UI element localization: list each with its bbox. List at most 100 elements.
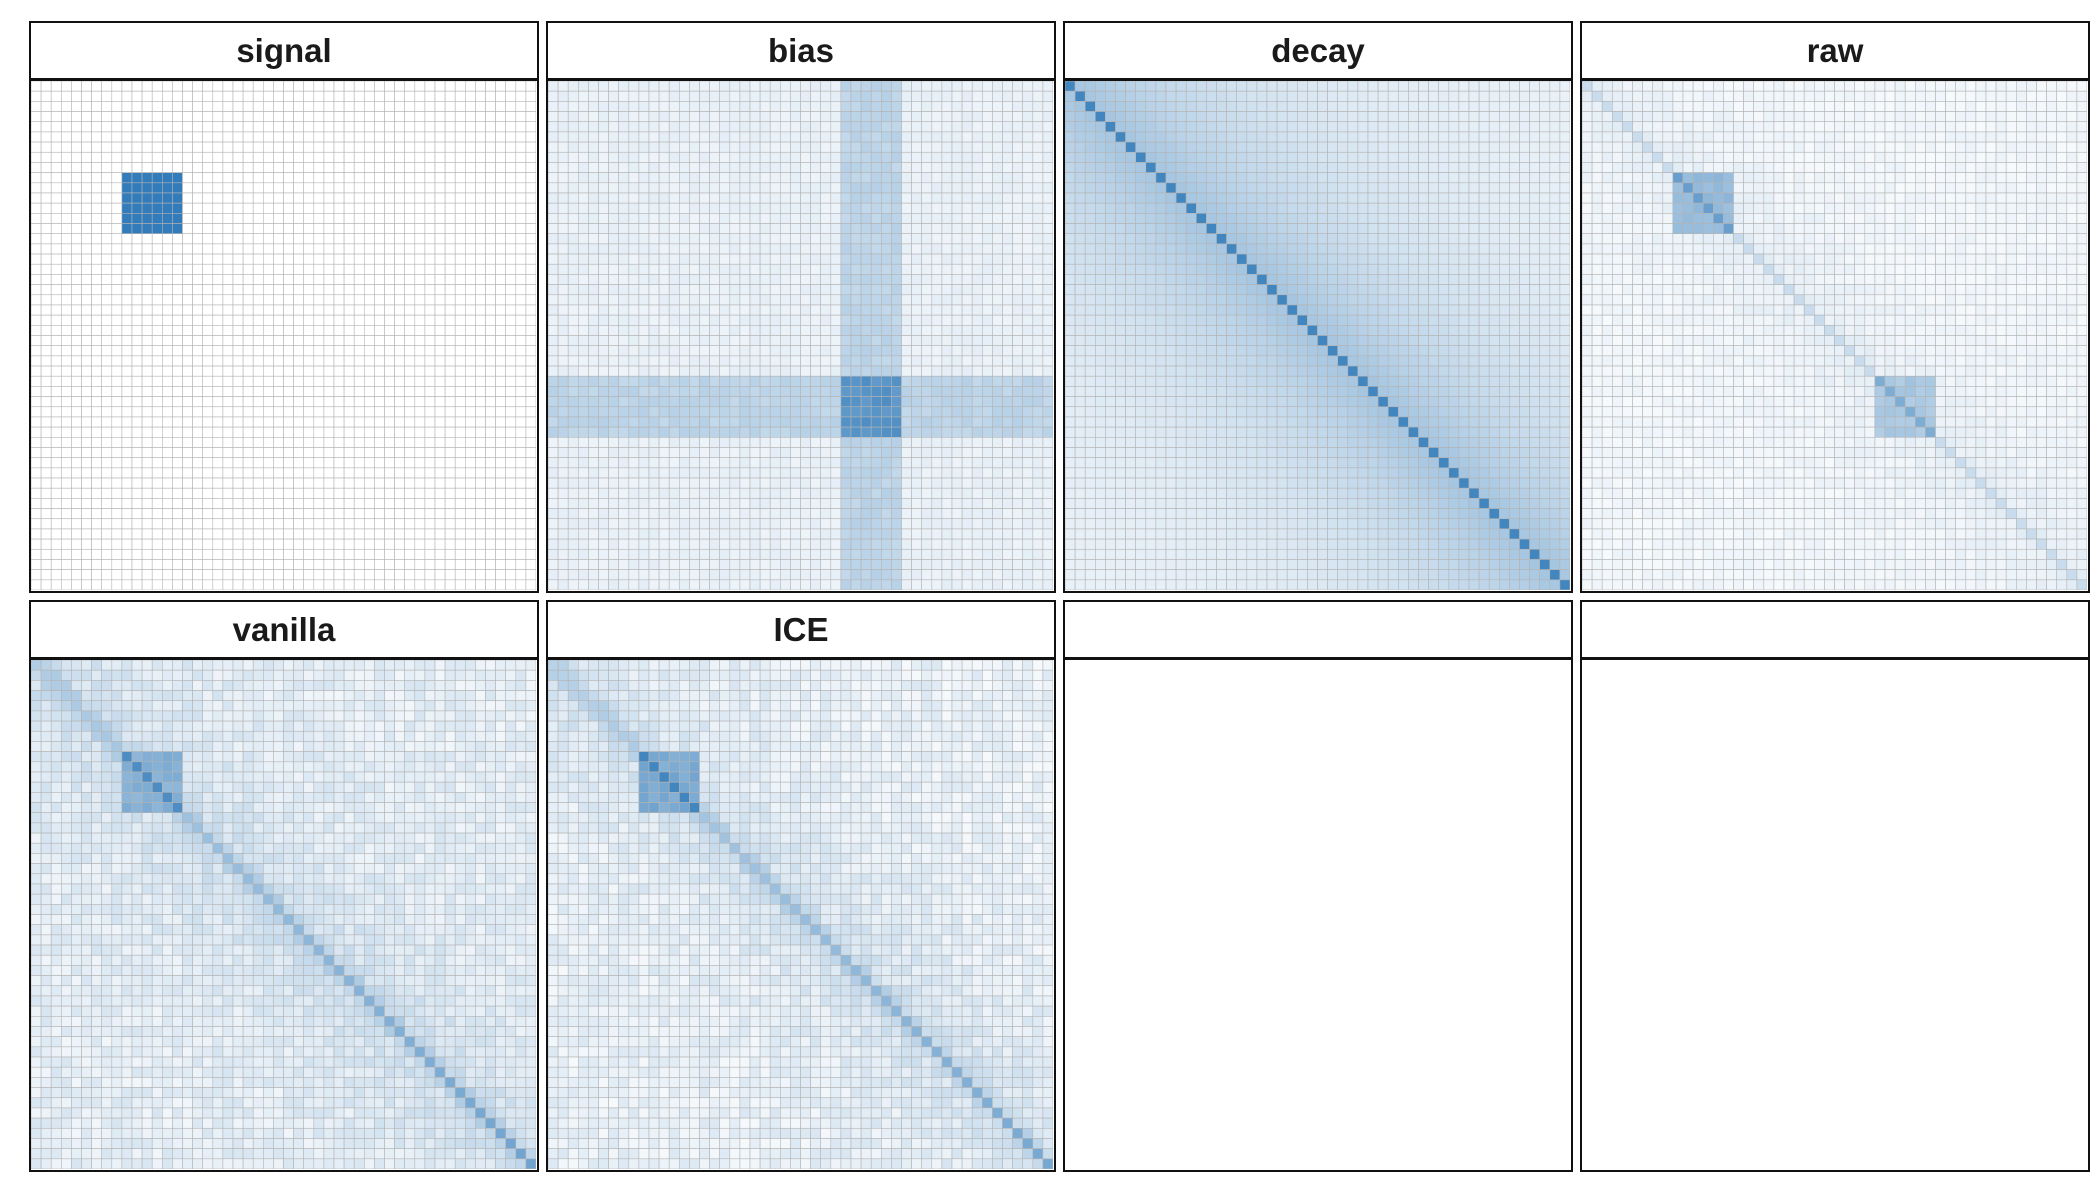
- heatmap-cell: [515, 172, 527, 184]
- heatmap-cell: [81, 182, 92, 194]
- heatmap-cell: [780, 162, 791, 173]
- heatmap-cell: [719, 457, 731, 469]
- heatmap-cell: [992, 81, 1003, 92]
- heatmap-cell: [668, 426, 680, 438]
- heatmap-cell: [263, 355, 274, 367]
- heatmap-cell: [911, 111, 923, 123]
- heatmap-cell: [182, 477, 193, 489]
- heatmap-cell: [485, 182, 496, 194]
- heatmap-cell: [548, 355, 559, 367]
- heatmap-cell: [374, 243, 385, 255]
- heatmap-cell: [608, 172, 619, 184]
- heatmap-cell: [323, 294, 335, 306]
- heatmap-cell: [648, 406, 660, 418]
- heatmap-cell: [860, 538, 872, 550]
- heatmap-cell: [71, 518, 82, 530]
- heatmap-cell: [1032, 131, 1044, 143]
- heatmap-cell: [444, 355, 456, 367]
- heatmap-cell: [394, 365, 406, 377]
- heatmap-cell: [668, 375, 680, 387]
- heatmap-cell: [313, 559, 325, 570]
- heatmap-cell: [363, 538, 375, 550]
- heatmap-cell: [273, 253, 284, 265]
- heatmap-cell: [454, 192, 466, 204]
- heatmap-cell: [495, 263, 507, 275]
- heatmap-cell: [60, 447, 72, 458]
- heatmap-cell: [951, 579, 963, 590]
- heatmap-cell: [780, 538, 791, 550]
- heatmap-cell: [548, 182, 559, 194]
- heatmap-cell: [50, 294, 62, 306]
- heatmap-cell: [333, 528, 345, 540]
- heatmap-cell: [424, 396, 436, 408]
- heatmap-cell: [323, 548, 335, 560]
- heatmap-cell: [464, 263, 476, 275]
- heatmap-cell: [202, 487, 214, 499]
- heatmap-cell: [333, 406, 345, 418]
- heatmap-cell: [303, 579, 315, 590]
- heatmap-cell: [891, 202, 902, 214]
- heatmap-cell: [557, 263, 569, 275]
- heatmap-cell: [222, 518, 234, 530]
- heatmap-cell: [981, 151, 993, 163]
- heatmap-cell: [658, 345, 670, 357]
- heatmap-cell: [759, 151, 771, 163]
- heatmap-cell: [961, 263, 973, 275]
- heatmap-cell: [638, 426, 650, 438]
- heatmap-cell: [1032, 518, 1044, 530]
- heatmap-cell: [780, 487, 791, 499]
- heatmap-cell: [424, 172, 436, 184]
- heatmap-cell: [475, 233, 486, 245]
- heatmap-cell: [464, 111, 476, 123]
- heatmap-cell: [424, 457, 436, 469]
- heatmap-cell: [182, 274, 193, 285]
- heatmap-cell: [981, 182, 993, 194]
- heatmap-cell: [475, 375, 486, 387]
- heatmap-cell: [1032, 274, 1044, 285]
- heatmap-cell: [131, 487, 143, 499]
- heatmap-cell: [202, 121, 214, 133]
- heatmap-cell: [921, 243, 933, 255]
- heatmap-cell: [992, 192, 1003, 204]
- heatmap-cell: [475, 111, 486, 123]
- heatmap-cell: [525, 365, 536, 377]
- heatmap-cell: [293, 202, 305, 214]
- heatmap-cell: [212, 81, 224, 92]
- heatmap-cell: [790, 263, 801, 275]
- heatmap-cell: [151, 101, 163, 112]
- heatmap-cell: [971, 121, 983, 133]
- heatmap-cell: [252, 579, 264, 590]
- heatmap-cell: [242, 131, 254, 143]
- heatmap-cell: [313, 345, 325, 357]
- heatmap-cell: [525, 538, 536, 550]
- heatmap-cell: [557, 416, 569, 428]
- heatmap-cell: [151, 263, 163, 275]
- heatmap-cell: [313, 518, 325, 530]
- heatmap-cell: [860, 131, 872, 143]
- heatmap-cell: [454, 304, 466, 316]
- heatmap-cell: [840, 548, 852, 560]
- heatmap-cell: [739, 223, 751, 235]
- heatmap-cell: [648, 467, 660, 479]
- heatmap-cell: [353, 569, 365, 581]
- heatmap-cell: [810, 162, 822, 173]
- heatmap-cell: [232, 386, 244, 397]
- heatmap-cell: [242, 101, 254, 112]
- heatmap-cell: [182, 487, 193, 499]
- heatmap-cell: [992, 162, 1003, 173]
- heatmap-cell: [658, 274, 670, 285]
- heatmap-cell: [141, 406, 153, 418]
- heatmap-cell: [333, 253, 345, 265]
- heatmap-cell: [404, 538, 416, 550]
- heatmap-cell: [333, 162, 345, 173]
- heatmap-cell: [679, 467, 690, 479]
- heatmap-cell: [182, 151, 193, 163]
- heatmap-cell: [1012, 386, 1024, 397]
- heatmap-cell: [162, 314, 173, 326]
- heatmap-cell: [303, 182, 315, 194]
- heatmap-cell: [618, 538, 630, 550]
- heatmap-cell: [567, 375, 579, 387]
- heatmap-cell: [699, 477, 710, 489]
- heatmap-cell: [485, 467, 496, 479]
- heatmap-cell: [769, 569, 781, 581]
